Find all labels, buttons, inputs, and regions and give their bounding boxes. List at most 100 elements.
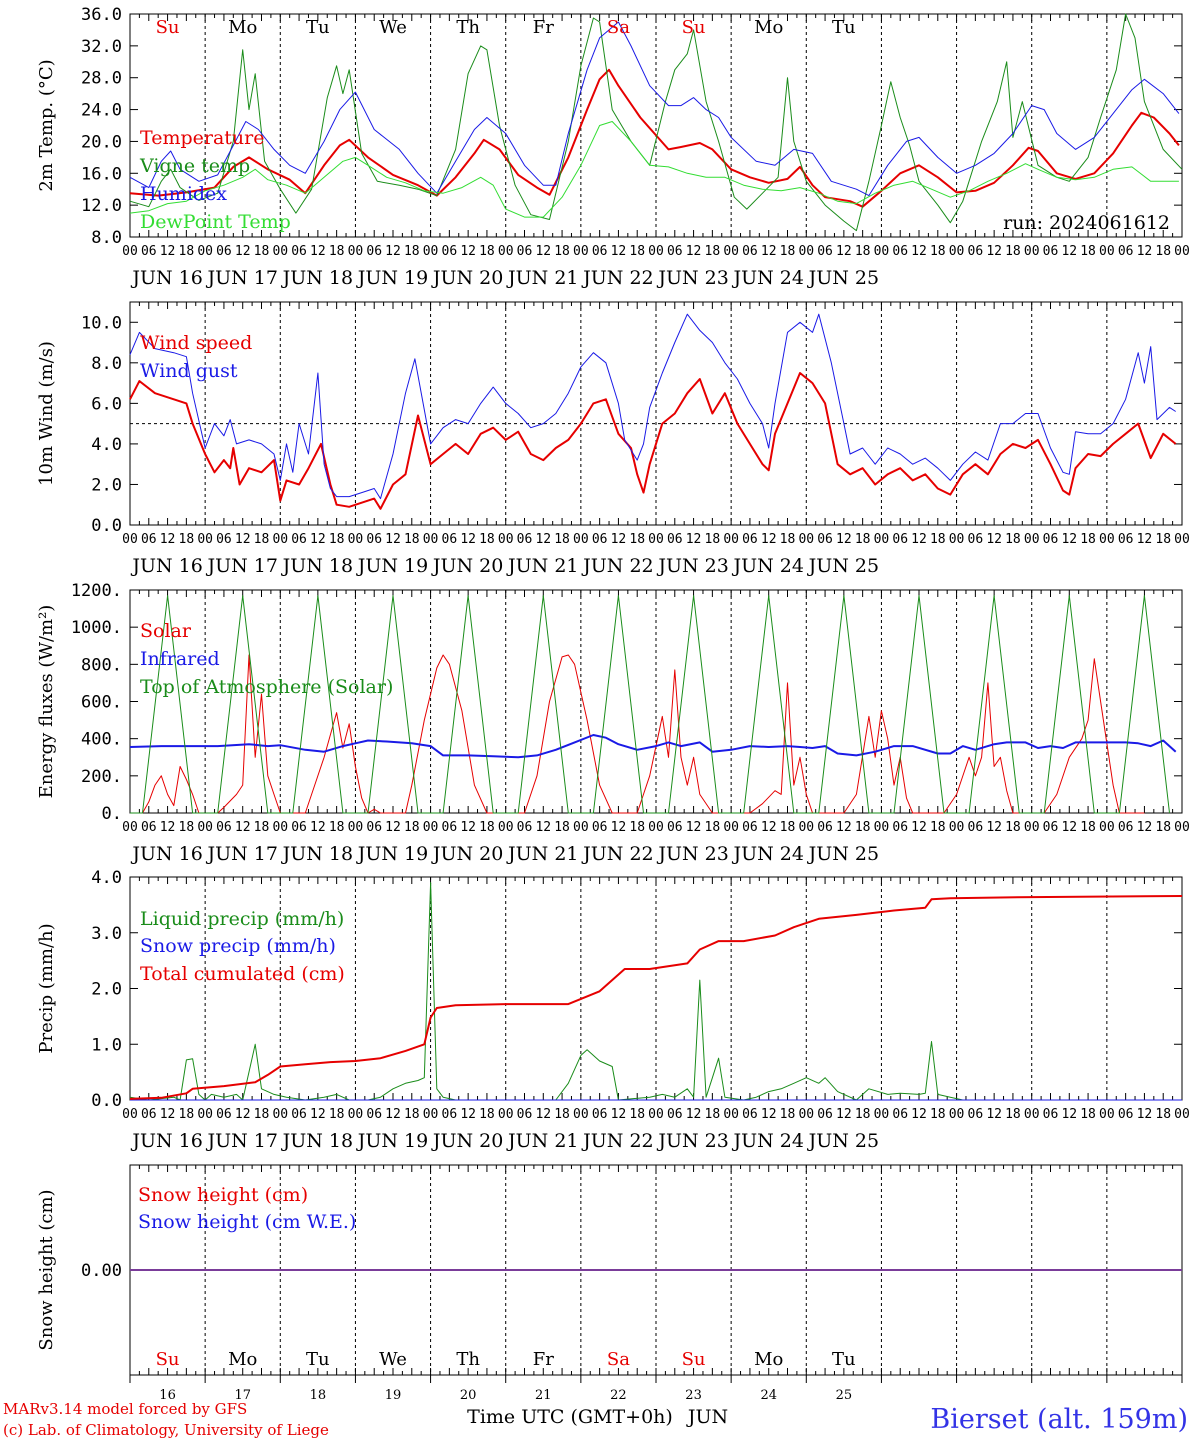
day-label: JUN 24	[731, 267, 803, 289]
hour-tick-label: 12	[1061, 820, 1077, 835]
day-label: JUN 18	[281, 1130, 353, 1152]
y-tick-label: 10.0	[81, 313, 122, 333]
hour-tick-label: 00	[1099, 244, 1115, 259]
hour-tick-label: 06	[291, 244, 307, 259]
y-tick-label: 2.0	[91, 475, 122, 495]
hour-ticks	[129, 302, 1183, 525]
hour-tick-label: 06	[968, 244, 984, 259]
weekday-label: Mo	[754, 1349, 783, 1370]
hour-tick-label: 00	[949, 1107, 965, 1122]
hour-tick-label: 12	[1061, 532, 1077, 547]
hour-tick-label: 00	[723, 820, 739, 835]
hour-tick-label: 18	[705, 1107, 721, 1122]
hour-tick-label: 12	[535, 244, 551, 259]
day-number-label: 23	[685, 1388, 702, 1403]
legend-entry: Temperature	[140, 127, 264, 149]
day-number-label: 17	[234, 1388, 251, 1403]
day-label: JUN 25	[807, 1130, 879, 1152]
hour-tick-label: 06	[667, 820, 683, 835]
hour-tick-label: 18	[1155, 244, 1171, 259]
hour-tick-label: 12	[761, 532, 777, 547]
hour-tick-label: 00	[1024, 244, 1040, 259]
weekday-label: Fr	[533, 17, 554, 38]
panel-1: 8.0 12.0 16.0 20.0 24.0 28.0 32.0 36.0 2m Temp. …	[36, 5, 1190, 289]
weekday-label: Mo	[228, 17, 257, 38]
station-label: Bierset (alt. 159m)	[930, 1404, 1188, 1435]
run-annotation: run: 2024061612	[1003, 212, 1170, 234]
y-tick-label: 200.	[81, 767, 122, 787]
hour-tick-label: 00	[272, 1107, 288, 1122]
hour-tick-label: 18	[329, 820, 345, 835]
hour-tick-label: 06	[742, 532, 758, 547]
day-label: JUN 16	[130, 267, 202, 289]
hour-tick-label: 00	[423, 244, 439, 259]
series-line	[129, 313, 1176, 500]
y-axis-label: Precip (mm/h)	[36, 923, 57, 1053]
hour-tick-label: 06	[517, 244, 533, 259]
hour-tick-label: 12	[611, 244, 627, 259]
hour-tick-label: 18	[1080, 820, 1096, 835]
day-label: JUN 23	[656, 267, 728, 289]
hour-tick-label: 06	[141, 244, 157, 259]
hour-tick-label: 12	[836, 244, 852, 259]
y-tick-label: 4.0	[91, 435, 122, 455]
legend-entry: Snow height (cm)	[138, 1184, 308, 1206]
hour-tick-label: 00	[798, 1107, 814, 1122]
day-label: JUN 22	[581, 1130, 653, 1152]
y-tick-label: 6.0	[91, 394, 122, 414]
day-label: JUN 22	[581, 555, 653, 577]
hour-tick-label: 06	[592, 820, 608, 835]
hour-tick-label: 06	[366, 1107, 382, 1122]
x-axis-labels: 00 06 12 18 00 06 12 18 00 06 12 18 00 06 12 18 00 06 12 18…	[122, 532, 1190, 577]
hour-tick-label: 12	[686, 1107, 702, 1122]
hour-tick-label: 12	[310, 244, 326, 259]
hour-tick-label: 18	[404, 820, 420, 835]
month-label: JUN	[686, 1406, 728, 1428]
day-label: JUN 24	[731, 843, 803, 865]
y-tick-label: 3.0	[91, 924, 122, 944]
day-label: JUN 21	[506, 843, 578, 865]
series-line	[130, 654, 1145, 814]
hour-tick-label: 18	[930, 244, 946, 259]
day-label: JUN 17	[205, 267, 277, 289]
legend-entry: Total cumulated (cm)	[140, 963, 345, 985]
series-line	[129, 13, 1183, 232]
hour-tick-label: 06	[517, 532, 533, 547]
day-label: JUN 17	[205, 555, 277, 577]
legend-entry: Top of Atmosphere (Solar)	[140, 676, 393, 698]
day-label: JUN 17	[205, 843, 277, 865]
hour-tick-label: 12	[235, 820, 251, 835]
y-tick-label: 0.	[102, 804, 122, 824]
y-tick-label: 800.	[81, 655, 122, 675]
hour-tick-label: 06	[442, 820, 458, 835]
y-tick-label: 2.0	[91, 980, 122, 1000]
day-label: JUN 16	[130, 555, 202, 577]
hour-tick-label: 18	[855, 532, 871, 547]
hour-tick-label: 06	[291, 1107, 307, 1122]
hour-tick-label: 18	[629, 244, 645, 259]
weekday-label: Su	[156, 17, 180, 38]
hour-tick-label: 18	[930, 820, 946, 835]
hour-tick-label: 18	[1080, 532, 1096, 547]
hour-tick-label: 06	[667, 244, 683, 259]
day-label: JUN 21	[506, 267, 578, 289]
hour-tick-label: 18	[1005, 820, 1021, 835]
hour-tick-label: 06	[442, 244, 458, 259]
hour-tick-label: 18	[780, 244, 796, 259]
hour-tick-label: 00	[1174, 532, 1190, 547]
hour-tick-label: 00	[423, 532, 439, 547]
hour-tick-label: 06	[892, 532, 908, 547]
hour-tick-label: 00	[498, 820, 514, 835]
legend-entry: Vigne temp	[139, 155, 250, 177]
hour-tick-label: 06	[892, 1107, 908, 1122]
hour-tick-label: 06	[291, 532, 307, 547]
hour-tick-label: 06	[1043, 1107, 1059, 1122]
hour-tick-label: 06	[216, 1107, 232, 1122]
day-label: JUN 19	[356, 555, 428, 577]
y-tick-label: 24.0	[81, 101, 122, 121]
legend-entry: DewPoint Temp	[140, 211, 291, 233]
hour-tick-label: 00	[648, 820, 664, 835]
hour-tick-label: 00	[348, 820, 364, 835]
hour-tick-label: 06	[592, 532, 608, 547]
hour-tick-label: 12	[761, 1107, 777, 1122]
